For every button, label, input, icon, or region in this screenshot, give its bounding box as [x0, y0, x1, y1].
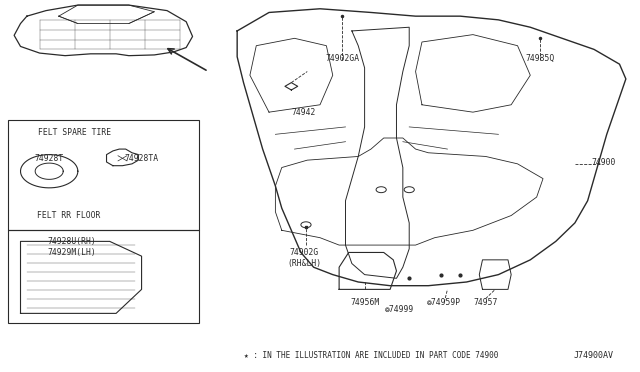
- Text: FELT SPARE TIRE: FELT SPARE TIRE: [38, 128, 111, 137]
- Text: 74956M: 74956M: [350, 298, 380, 307]
- Text: 74928T: 74928T: [35, 154, 64, 163]
- Text: 74928U(RH)
74929M(LH): 74928U(RH) 74929M(LH): [47, 237, 96, 257]
- Text: ❂74999: ❂74999: [385, 305, 414, 314]
- Text: 74902G
(RH&LH): 74902G (RH&LH): [287, 248, 321, 268]
- Text: 74957: 74957: [474, 298, 498, 307]
- Text: 74985Q: 74985Q: [525, 54, 554, 63]
- Text: FELT RR FLOOR: FELT RR FLOOR: [36, 211, 100, 220]
- Bar: [8, 230, 199, 323]
- Text: 74902GA: 74902GA: [325, 54, 360, 63]
- Text: 74900: 74900: [591, 157, 616, 167]
- Text: J74900AV: J74900AV: [573, 351, 613, 360]
- Text: ❂74959P: ❂74959P: [427, 298, 461, 307]
- Text: 74928TA: 74928TA: [125, 154, 159, 163]
- Text: ★ : IN THE ILLUSTRATION ARE INCLUDED IN PART CODE 74900: ★ : IN THE ILLUSTRATION ARE INCLUDED IN …: [244, 351, 498, 360]
- Bar: [8, 119, 199, 230]
- Text: 74942: 74942: [292, 108, 316, 117]
